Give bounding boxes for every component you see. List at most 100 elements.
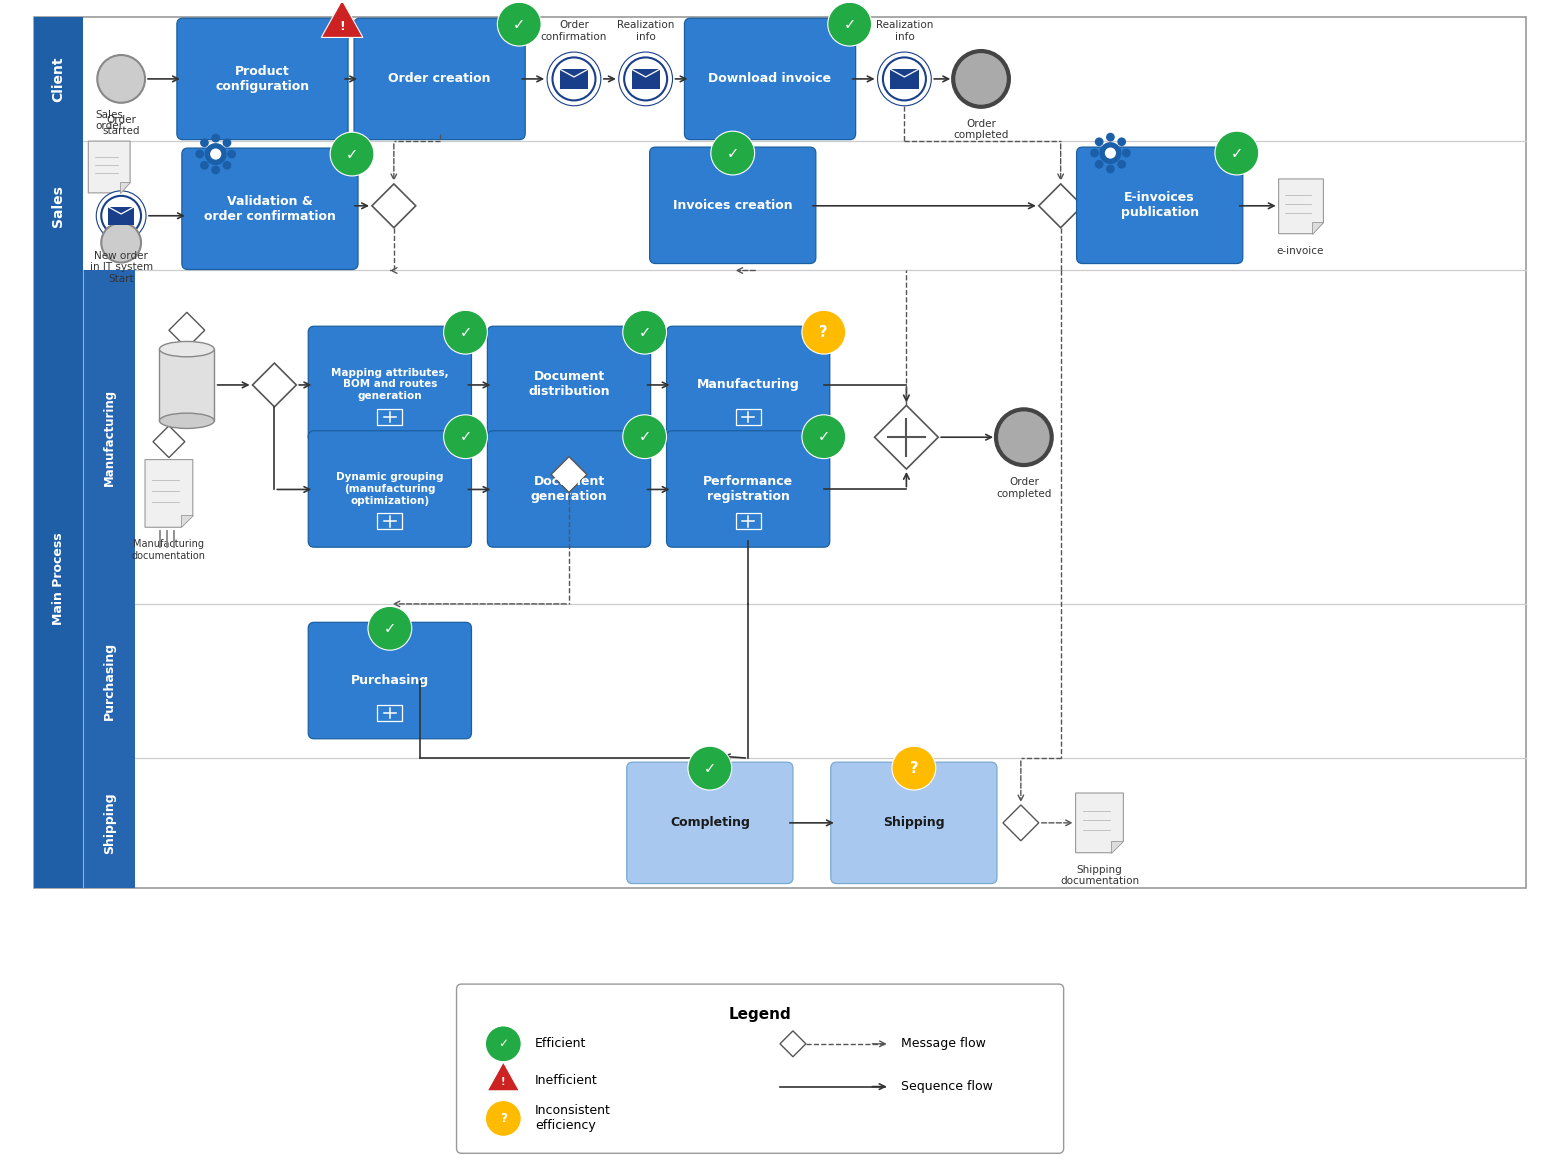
Text: Sequence flow: Sequence flow xyxy=(902,1080,994,1093)
Text: Sales: Sales xyxy=(51,185,66,227)
Bar xyxy=(83,270,136,604)
Text: Order
confirmation: Order confirmation xyxy=(541,21,607,42)
Bar xyxy=(34,16,1526,887)
Circle shape xyxy=(485,1026,521,1061)
Circle shape xyxy=(443,310,487,354)
Text: Order creation: Order creation xyxy=(388,72,491,85)
Text: ✓: ✓ xyxy=(498,1037,509,1050)
Polygon shape xyxy=(181,516,193,527)
FancyBboxPatch shape xyxy=(309,622,471,739)
Circle shape xyxy=(1090,148,1098,158)
Text: !: ! xyxy=(339,20,345,33)
Text: ✓: ✓ xyxy=(384,621,396,636)
Text: ✓: ✓ xyxy=(727,146,739,160)
Circle shape xyxy=(1215,131,1259,175)
Circle shape xyxy=(211,148,222,160)
Text: ✓: ✓ xyxy=(346,146,359,161)
Text: Order
completed: Order completed xyxy=(997,477,1051,499)
Bar xyxy=(378,705,402,721)
FancyBboxPatch shape xyxy=(666,326,830,443)
Circle shape xyxy=(711,131,755,175)
Circle shape xyxy=(619,53,672,105)
Circle shape xyxy=(97,55,145,103)
Text: ✓: ✓ xyxy=(638,325,651,340)
Circle shape xyxy=(101,196,140,236)
Text: Sales
order: Sales order xyxy=(95,110,123,131)
FancyBboxPatch shape xyxy=(309,430,471,547)
FancyBboxPatch shape xyxy=(1076,147,1243,263)
Polygon shape xyxy=(1312,222,1323,234)
FancyBboxPatch shape xyxy=(487,430,651,547)
Circle shape xyxy=(878,53,931,105)
FancyBboxPatch shape xyxy=(649,147,816,263)
Circle shape xyxy=(1106,133,1115,141)
Text: Validation &
order confirmation: Validation & order confirmation xyxy=(204,195,335,223)
Circle shape xyxy=(1095,138,1103,146)
Circle shape xyxy=(1117,160,1126,168)
FancyBboxPatch shape xyxy=(457,984,1064,1154)
Circle shape xyxy=(498,2,541,46)
Polygon shape xyxy=(1003,805,1039,841)
Polygon shape xyxy=(321,0,363,37)
Text: ✓: ✓ xyxy=(459,325,471,340)
Circle shape xyxy=(622,415,666,458)
Circle shape xyxy=(97,191,147,241)
Text: ?: ? xyxy=(909,761,919,775)
Circle shape xyxy=(1100,143,1122,164)
Text: Client: Client xyxy=(51,56,66,102)
FancyBboxPatch shape xyxy=(831,762,997,884)
Text: e-invoice: e-invoice xyxy=(1276,245,1324,256)
Text: Dynamic grouping
(manufacturing
optimization): Dynamic grouping (manufacturing optimiza… xyxy=(335,472,443,505)
Text: Order
completed: Order completed xyxy=(953,119,1009,140)
Bar xyxy=(83,759,136,887)
Text: Invoices creation: Invoices creation xyxy=(672,199,792,212)
Circle shape xyxy=(211,166,220,174)
Circle shape xyxy=(195,150,204,159)
Text: Message flow: Message flow xyxy=(902,1037,986,1050)
Circle shape xyxy=(200,138,209,147)
Circle shape xyxy=(485,1100,521,1136)
Text: Download invoice: Download invoice xyxy=(708,72,831,85)
FancyBboxPatch shape xyxy=(176,19,348,139)
Bar xyxy=(34,270,83,887)
Bar xyxy=(108,207,134,224)
Circle shape xyxy=(211,133,220,143)
Text: Realization
info: Realization info xyxy=(616,21,674,42)
Bar xyxy=(378,409,402,426)
FancyBboxPatch shape xyxy=(685,19,855,139)
Text: Order
started: Order started xyxy=(103,115,140,137)
Polygon shape xyxy=(371,184,415,228)
Bar xyxy=(159,350,214,421)
Circle shape xyxy=(883,57,927,101)
Polygon shape xyxy=(153,426,184,457)
FancyBboxPatch shape xyxy=(183,148,357,270)
Text: Start: Start xyxy=(108,275,134,284)
Circle shape xyxy=(688,746,732,790)
Text: Completing: Completing xyxy=(669,816,750,829)
Circle shape xyxy=(995,409,1051,465)
Circle shape xyxy=(548,53,601,105)
Text: Efficient: Efficient xyxy=(535,1037,587,1050)
Circle shape xyxy=(624,57,668,101)
Text: Performance
registration: Performance registration xyxy=(704,475,792,503)
Text: Manufacturing: Manufacturing xyxy=(697,378,800,390)
Bar xyxy=(891,69,919,89)
Circle shape xyxy=(622,310,666,354)
Text: Shipping: Shipping xyxy=(103,793,115,853)
Text: Mapping attributes,
BOM and routes
generation: Mapping attributes, BOM and routes gener… xyxy=(331,368,449,401)
Polygon shape xyxy=(875,406,938,469)
Text: Shipping
documentation: Shipping documentation xyxy=(1059,865,1139,886)
Polygon shape xyxy=(1075,793,1123,852)
Circle shape xyxy=(802,310,846,354)
Circle shape xyxy=(828,2,872,46)
Bar xyxy=(736,409,761,426)
Text: Inefficient: Inefficient xyxy=(535,1074,597,1087)
Bar xyxy=(736,513,761,530)
Text: Purchasing: Purchasing xyxy=(103,642,115,720)
Text: ✓: ✓ xyxy=(638,429,651,444)
Polygon shape xyxy=(1039,184,1083,228)
Bar xyxy=(632,69,660,89)
Text: Main Process: Main Process xyxy=(51,533,66,625)
Text: ✓: ✓ xyxy=(844,16,856,32)
Circle shape xyxy=(1117,138,1126,146)
